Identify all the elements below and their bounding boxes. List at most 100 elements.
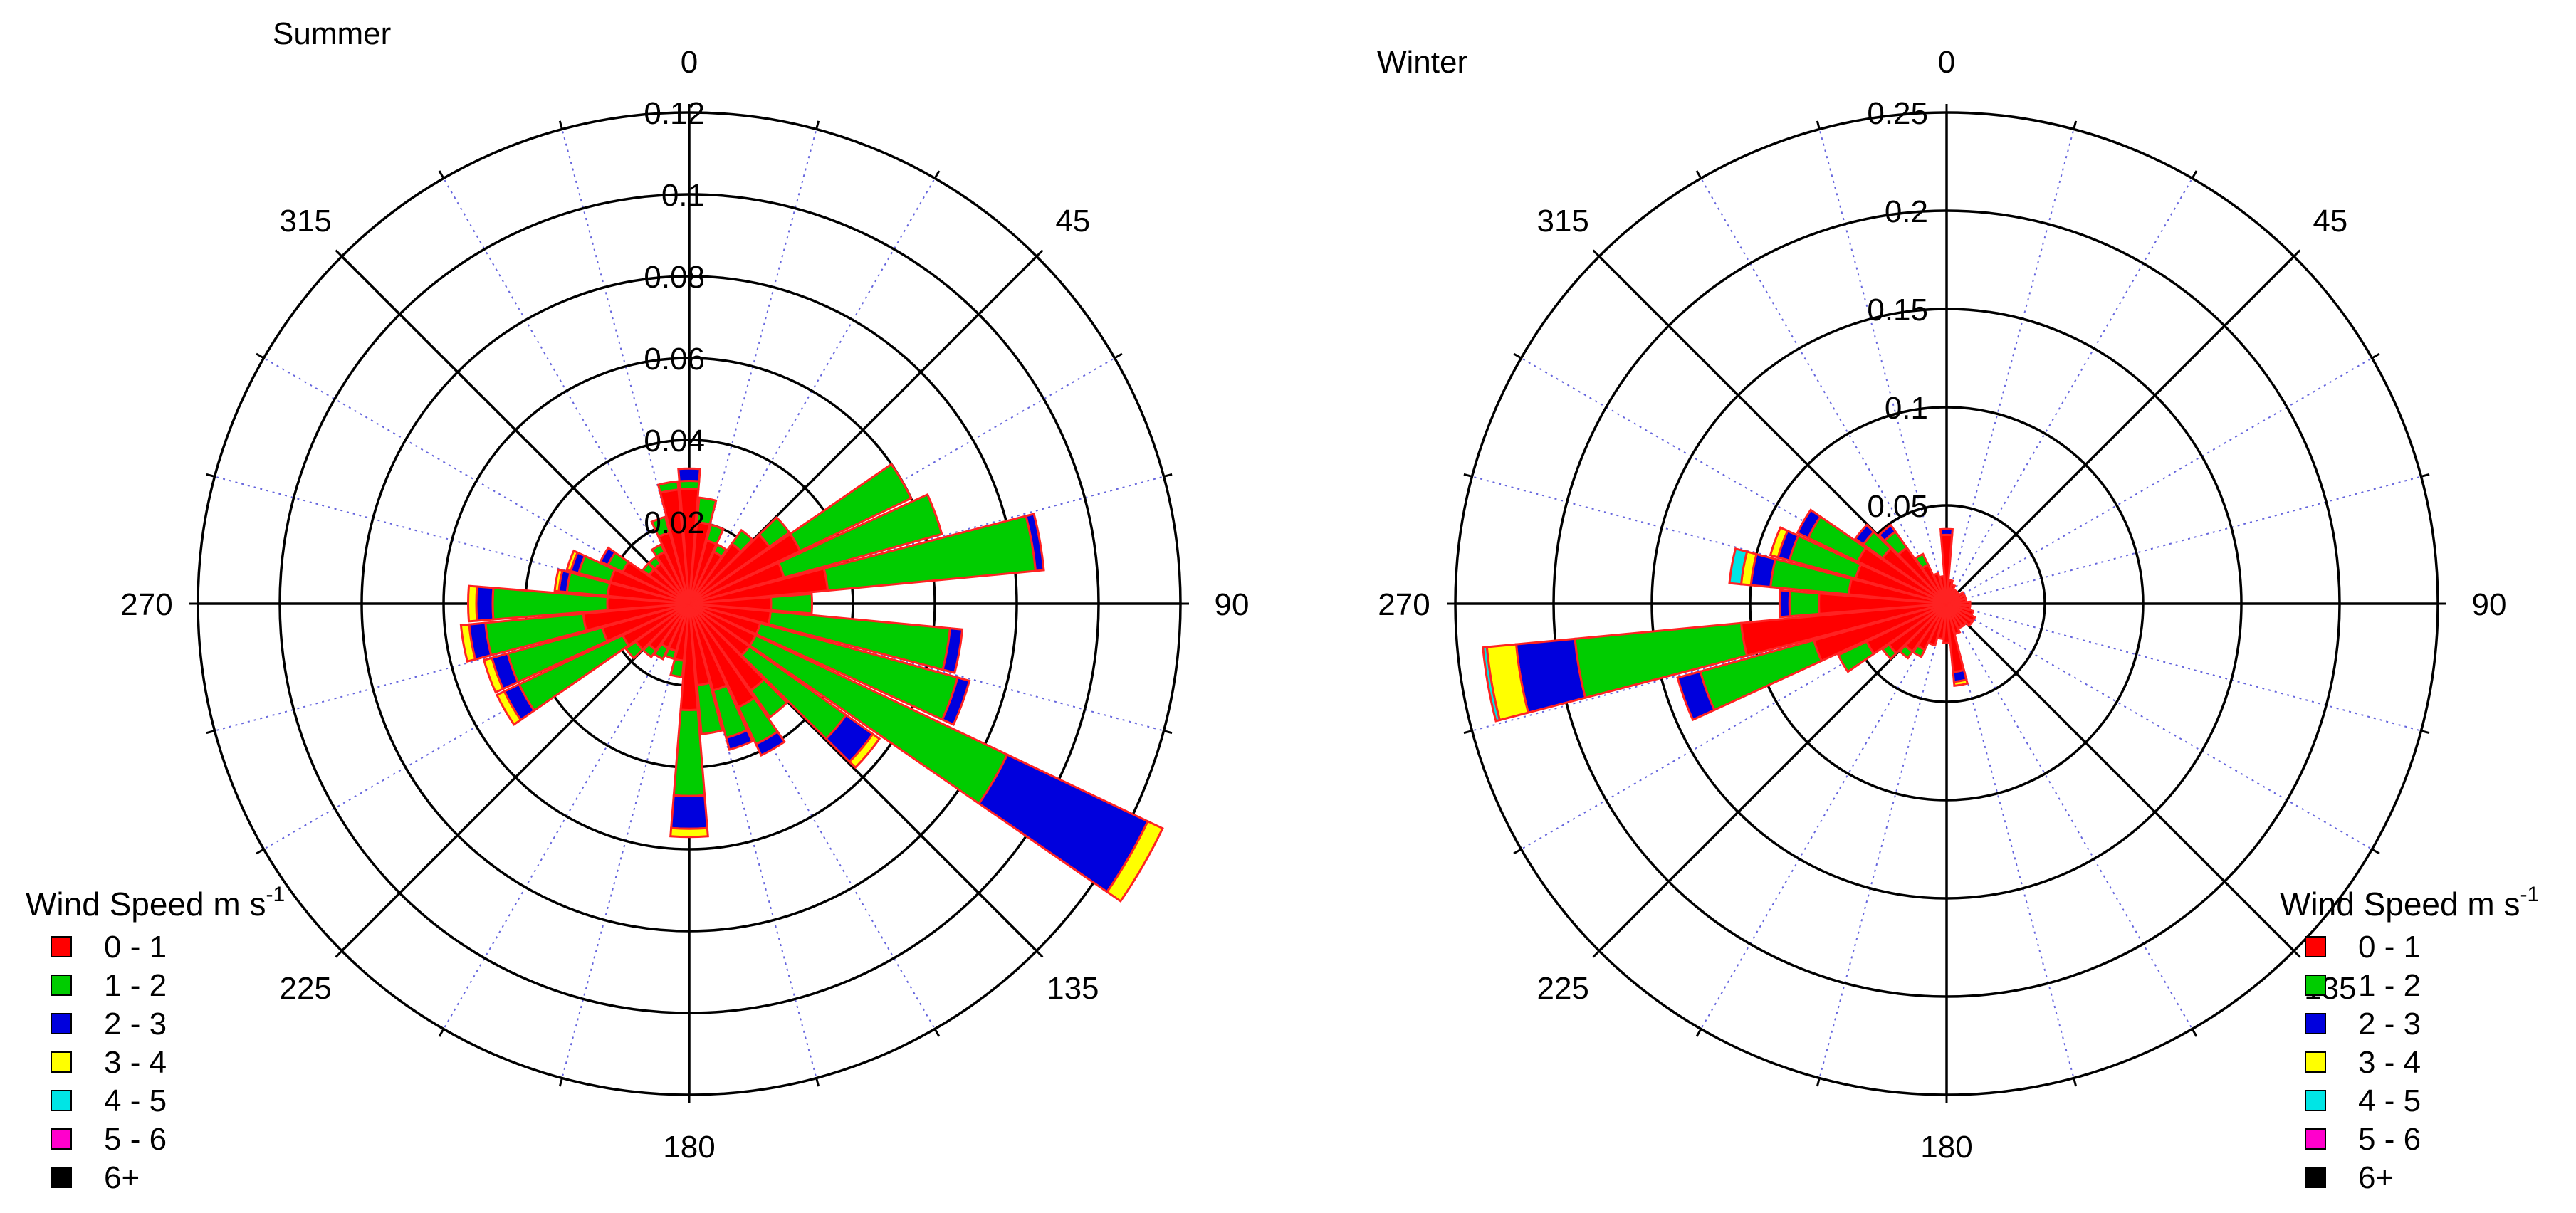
winter-bar-320	[1877, 523, 1948, 605]
radial-tick-label: 0.04	[644, 424, 705, 458]
bar-segment-3-4	[1769, 526, 1789, 559]
bar-segment-1-2	[730, 528, 754, 553]
outer-tick-mark	[2073, 120, 2078, 130]
direction-label-180: 180	[663, 1130, 715, 1165]
dotted-spoke	[1946, 603, 2075, 1078]
bar-segment-2-3	[1676, 670, 1716, 722]
outer-tick-mark	[1114, 352, 1123, 359]
summer-bar-40	[688, 528, 754, 605]
outer-tick-mark	[1592, 249, 1601, 258]
outer-tick-mark	[558, 1078, 563, 1087]
outer-tick-mark	[2421, 730, 2430, 735]
summer-bar-250	[482, 602, 690, 694]
radial-tick-label: 0.15	[1867, 293, 1928, 327]
dotted-spoke	[1946, 129, 2075, 604]
direction-label-45: 45	[2313, 204, 2347, 238]
summer-bar-90	[688, 592, 813, 615]
legend-swatch	[2305, 1090, 2326, 1111]
summer-bar-180	[669, 603, 709, 839]
direction-label-315: 315	[279, 204, 331, 238]
outer-tick-mark	[2191, 1028, 2198, 1037]
direction-label-0: 0	[681, 45, 698, 80]
summer-bar-120	[688, 602, 1164, 903]
solid-spoke	[1598, 602, 1948, 952]
legend-label: 1 - 2	[2358, 968, 2421, 1003]
bar-segment-3-4	[1105, 819, 1164, 903]
outer-tick-mark	[2191, 170, 2198, 179]
bar-segment-1-2	[696, 681, 724, 735]
legend-swatch	[51, 1128, 72, 1150]
dotted-spoke	[1946, 603, 2373, 850]
outer-tick-mark	[1163, 473, 1173, 478]
winter-bar-240	[1836, 602, 1947, 673]
outer-tick-mark	[256, 848, 265, 855]
bar-segment-3-4	[669, 826, 709, 839]
summer-bar-140	[688, 602, 789, 719]
direction-label-0: 0	[1938, 45, 1955, 80]
outer-tick-mark	[2073, 1078, 2078, 1087]
dotted-spoke	[1946, 603, 2421, 732]
legend-label: 1 - 2	[104, 968, 167, 1003]
legend-label: 3 - 4	[104, 1045, 167, 1080]
winter-bar-250	[1676, 602, 1947, 722]
bar-segment-3-4	[553, 568, 564, 593]
outer-tick-mark	[1035, 249, 1044, 258]
winter-bar-260	[1482, 602, 1947, 723]
direction-label-45: 45	[1055, 204, 1090, 238]
dotted-spoke	[1520, 603, 1947, 850]
winter-bar-0	[1939, 527, 1954, 604]
legend-label: 2 - 3	[104, 1007, 167, 1041]
outer-tick-mark	[558, 120, 563, 130]
bar-segment-1-2	[1880, 643, 1898, 661]
legend-swatch	[2305, 936, 2326, 957]
outer-tick-mark	[1035, 950, 1044, 958]
bar-segment-2-3	[475, 585, 495, 622]
solid-spoke	[340, 255, 691, 605]
bar-segment-3-4	[848, 732, 881, 770]
outer-tick-mark	[2371, 352, 2380, 359]
summer-bar-300	[599, 546, 690, 605]
summer-bar-170	[688, 603, 724, 735]
bar-segment-1-2	[696, 496, 718, 526]
bar-segment-4-5	[1728, 547, 1749, 586]
legend-swatch	[51, 1090, 72, 1111]
bar-segment-1-2	[678, 480, 701, 491]
outer-tick-mark	[1163, 730, 1173, 735]
legend-swatch	[51, 1167, 72, 1188]
direction-label-315: 315	[1536, 204, 1588, 238]
solid-spoke	[1945, 602, 2295, 952]
radial-tick-label: 0.05	[1867, 489, 1928, 524]
summer-direction-labels: 0 45 90 135 180 225 270 315	[120, 45, 1249, 1165]
outer-tick-mark	[1463, 473, 1472, 478]
summer-bar-350	[656, 480, 691, 604]
dotted-spoke	[1472, 476, 1947, 604]
legend-label: 4 - 5	[104, 1083, 167, 1118]
solid-spoke	[340, 602, 691, 952]
legend-label: 0 - 1	[2358, 930, 2421, 965]
winter-radial-tick-labels: 0.05 0.1 0.15 0.2 0.25	[1867, 96, 1928, 524]
legend-label: 3 - 4	[2358, 1045, 2421, 1080]
legend-label: 2 - 3	[2358, 1007, 2421, 1041]
winter-grid	[1447, 104, 2446, 1103]
bar-segment-1-2	[1836, 640, 1875, 673]
bar-segment-2-3	[941, 676, 971, 726]
outer-tick-mark	[1816, 1078, 1821, 1087]
bar-segment-2-3	[1778, 589, 1791, 619]
bar-segment-1-2	[777, 493, 943, 579]
bar-segment-2-3	[941, 626, 964, 674]
legend-label: 5 - 6	[104, 1122, 167, 1157]
legend-swatch	[51, 975, 72, 996]
outer-tick-mark	[1463, 730, 1472, 735]
outer-tick-mark	[335, 950, 343, 958]
summer-title: Summer	[273, 16, 391, 51]
direction-label-270: 270	[1378, 587, 1430, 622]
bar-segment-3-4	[1952, 678, 1969, 688]
bar-segment-3-4	[495, 690, 523, 726]
bar-segment-2-3	[1939, 527, 1954, 537]
radial-tick-label: 0.1	[661, 178, 705, 213]
legend-swatch	[51, 1051, 72, 1073]
legend-swatch	[2305, 1167, 2326, 1188]
summer-bar-50	[688, 515, 791, 605]
